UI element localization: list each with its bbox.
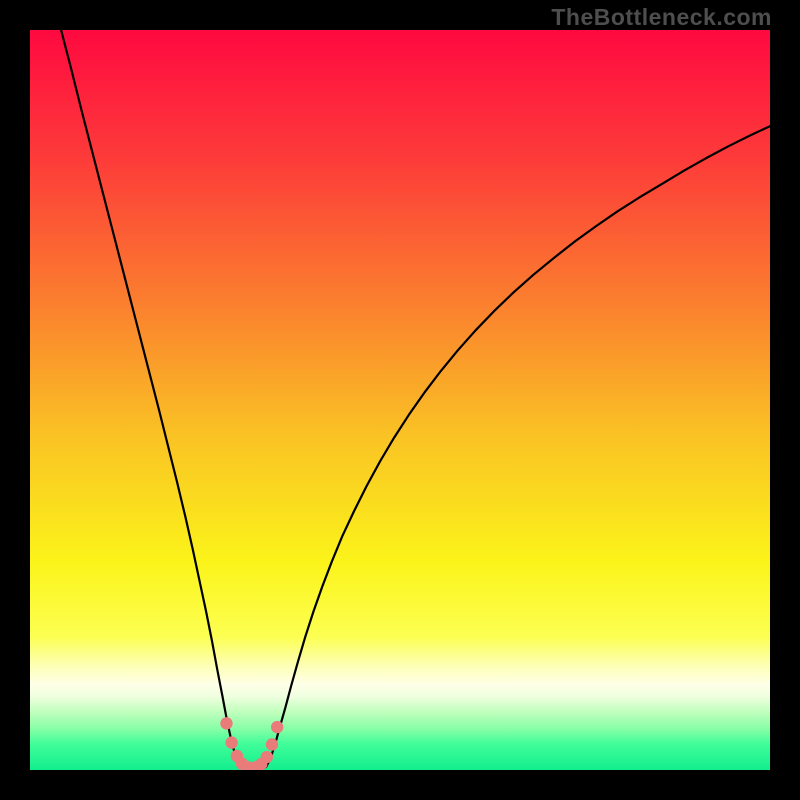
marker-dot <box>266 738 278 750</box>
watermark-text: TheBottleneck.com <box>551 4 772 31</box>
plot-area <box>30 30 770 770</box>
marker-dot <box>271 721 283 733</box>
marker-dot <box>225 736 237 748</box>
chart-svg <box>30 30 770 770</box>
marker-dot <box>220 717 232 729</box>
marker-dot <box>261 751 273 763</box>
chart-background <box>30 30 770 770</box>
